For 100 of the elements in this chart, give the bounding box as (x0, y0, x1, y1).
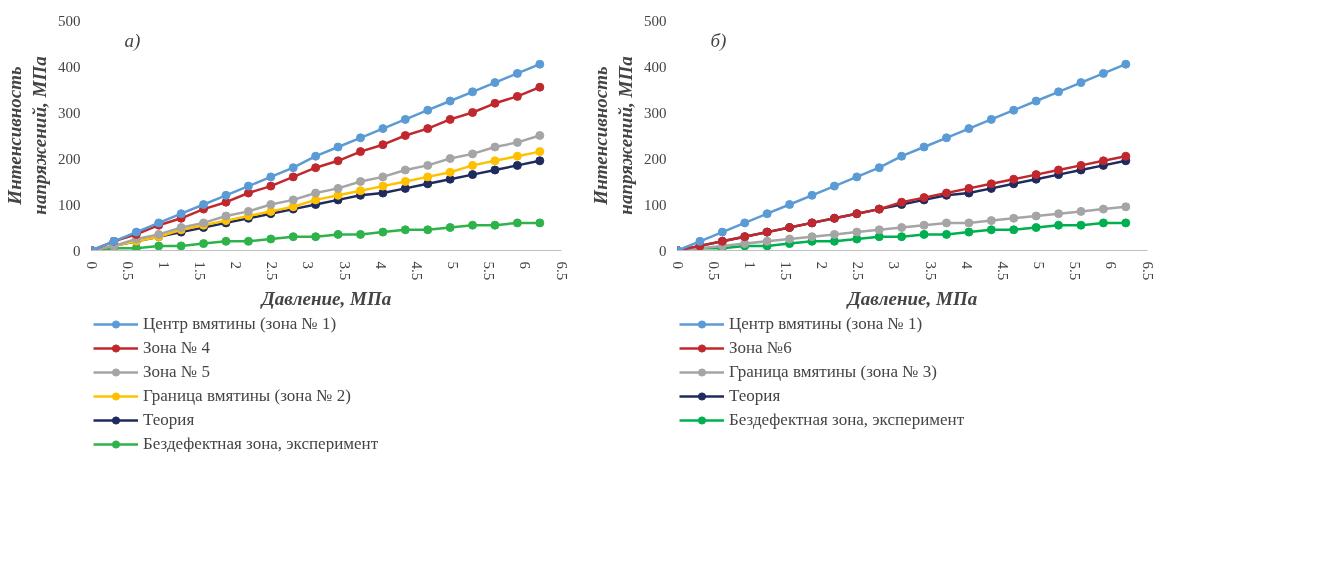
point (243, 236, 253, 246)
point (852, 227, 862, 237)
point (762, 209, 772, 219)
x-tick-label: 0 (83, 261, 100, 269)
x-tick-label: 3.5 (922, 261, 939, 281)
point (423, 124, 433, 134)
x-tick-label: 2 (228, 261, 245, 269)
point (919, 142, 929, 152)
point (333, 229, 343, 239)
x-tick-label: 5 (1031, 261, 1048, 269)
point (468, 170, 478, 180)
point (1076, 160, 1086, 170)
point (333, 156, 343, 166)
point (423, 160, 433, 170)
point (829, 181, 839, 191)
point (512, 68, 522, 78)
point (355, 186, 365, 196)
x-tick-label: 1.5 (777, 261, 794, 281)
y-tick-label: 400 (644, 58, 667, 75)
x-tick-label: 4 (958, 261, 975, 270)
point (468, 160, 478, 170)
point (941, 218, 951, 228)
point (512, 151, 522, 161)
point (919, 229, 929, 239)
point (355, 147, 365, 157)
legend-label: Зона №6 (729, 338, 792, 358)
point (355, 177, 365, 186)
point (266, 172, 276, 182)
point (288, 195, 298, 205)
point (785, 234, 795, 244)
point (468, 108, 478, 117)
point (717, 227, 727, 237)
point (400, 165, 410, 175)
point (311, 188, 321, 198)
point (1076, 78, 1086, 88)
x-tick-label: 5.5 (481, 261, 498, 281)
point (445, 96, 455, 106)
point (695, 236, 705, 246)
point (1009, 225, 1019, 235)
x-tick-label: 6.5 (1139, 261, 1156, 281)
point (490, 142, 500, 152)
legend-label: Зона № 5 (143, 362, 210, 382)
x-tick-label: 5 (445, 261, 462, 269)
annotation: б) (710, 29, 727, 52)
legend-label: Центр вмятины (зона № 1) (729, 314, 923, 334)
point (221, 236, 231, 246)
point (829, 229, 839, 239)
point (919, 220, 929, 230)
x-tick-label: 1 (741, 261, 758, 269)
point (423, 105, 433, 115)
point (964, 124, 974, 134)
point (445, 114, 455, 124)
point (964, 227, 974, 237)
point (378, 227, 388, 237)
point (1031, 170, 1041, 180)
point (333, 142, 343, 152)
legend-label: Бездефектная зона, эксперимент (143, 434, 379, 454)
x-axis-title: Давление, МПа (259, 288, 392, 310)
point (378, 124, 388, 134)
point (423, 225, 433, 235)
x-tick-label: 6 (517, 261, 534, 270)
legend-label: Теория (143, 410, 195, 430)
point (266, 181, 276, 191)
annotation: a) (124, 29, 141, 52)
point (311, 151, 321, 161)
point (535, 218, 545, 228)
x-axis-title: Давление, МПа (845, 288, 978, 310)
point (1031, 96, 1041, 106)
x-tick-label: 6.5 (553, 261, 570, 281)
point (807, 232, 817, 242)
point (535, 59, 545, 69)
legend-label: Граница вмятины (зона № 2) (143, 386, 351, 406)
point (490, 220, 500, 230)
point (986, 216, 996, 226)
point (1031, 223, 1041, 232)
point (986, 225, 996, 235)
point (1121, 59, 1131, 69)
x-tick-label: 3.5 (336, 261, 353, 281)
point (378, 181, 388, 191)
point (445, 223, 455, 232)
x-tick-label: 2 (814, 261, 831, 269)
point (964, 218, 974, 228)
point (897, 151, 907, 161)
point (378, 140, 388, 150)
y-tick-label: 500 (644, 12, 667, 29)
point (1098, 68, 1108, 78)
y-axis-title: Интенсивность напряжений, МПа (3, 55, 50, 215)
y-tick-label: 100 (644, 196, 667, 213)
point (288, 163, 298, 173)
point (266, 200, 276, 209)
point (154, 241, 164, 251)
point (176, 209, 186, 219)
point (288, 172, 298, 182)
point (266, 234, 276, 244)
point (468, 220, 478, 230)
point (941, 229, 951, 239)
point (400, 177, 410, 186)
point (785, 200, 795, 209)
x-tick-label: 2.5 (850, 261, 867, 281)
point (355, 229, 365, 239)
